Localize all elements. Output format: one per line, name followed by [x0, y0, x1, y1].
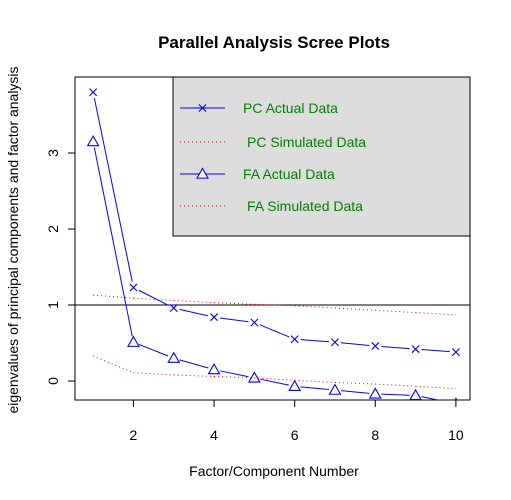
series-pc-actual-data-segment	[259, 324, 290, 338]
series-fa-actual-data-point	[167, 351, 181, 363]
series-pc-actual-data-point	[411, 345, 420, 354]
series-pc-simulated-data-segment	[173, 299, 215, 304]
series-pc-actual-data-segment	[138, 289, 169, 306]
series-pc-actual-data-point-stroke	[451, 348, 460, 357]
legend-pc-simulated-data-label: PC Simulated Data	[247, 134, 366, 150]
series-fa-actual-data-segment	[340, 390, 370, 394]
series-fa-actual-data-point	[409, 388, 422, 400]
series-pc-actual-data-point	[89, 88, 98, 97]
series-fa-actual-data-segment	[260, 378, 289, 386]
series-pc-actual-data-segment	[219, 317, 249, 323]
series-fa-simulated-data-segment	[294, 379, 336, 384]
series-fa-actual-data-point	[454, 397, 458, 400]
series-fa-simulated-data-segment	[415, 385, 456, 390]
series-fa-actual-data-segment	[381, 393, 410, 396]
x-tick-label: 2	[130, 427, 138, 443]
series-pc-actual-data-point	[129, 283, 138, 292]
series-pc-actual-data-point	[290, 335, 299, 344]
series-pc-actual-data-point-stroke	[129, 283, 138, 292]
series-fa-actual-data-point	[207, 362, 221, 375]
series-fa-actual-data	[86, 134, 458, 400]
series-fa-actual-data-point	[288, 379, 302, 391]
series-pc-actual-data-point-stroke	[89, 88, 98, 97]
y-tick-label: 0	[45, 377, 61, 385]
series-pc-simulated-data-segment	[294, 305, 336, 309]
series-pc-actual-data-point-stroke	[169, 304, 178, 313]
series-fa-simulated-data-segment	[375, 383, 416, 387]
series-pc-actual-data-point-stroke	[250, 318, 259, 327]
series-pc-actual-data-segment	[381, 345, 410, 350]
series-pc-simulated-data-segment	[334, 307, 376, 311]
series-fa-actual-data-segment	[219, 370, 249, 378]
series-fa-actual-data-point	[247, 371, 261, 383]
legend-pc-actual-data-marker-stroke	[198, 104, 207, 112]
x-axis-label: Factor/Component Number	[189, 463, 359, 479]
y-tick-label: 3	[45, 149, 61, 157]
series-pc-actual-data-segment	[93, 97, 133, 282]
series-fa-simulated-data-segment	[334, 382, 376, 385]
series-fa-actual-data-point	[368, 387, 382, 399]
x-tick-label: 8	[371, 427, 379, 443]
series-fa-simulated-data	[92, 355, 456, 390]
legend-fa-actual-data-marker	[196, 167, 209, 179]
x-tick-label: 4	[210, 427, 218, 443]
x-tick-label: 10	[448, 427, 464, 443]
series-fa-actual-data-segment	[93, 147, 133, 337]
series-fa-actual-data-segment	[179, 359, 209, 369]
series-fa-simulated-data-segment	[173, 374, 215, 377]
legend-pc-actual-data-label: PC Actual Data	[243, 100, 338, 116]
series-pc-actual-data-segment	[300, 339, 330, 343]
series-pc-simulated-data-segment	[133, 297, 174, 301]
x-tick-label: 6	[291, 427, 299, 443]
series-pc-actual-data-point-stroke	[330, 338, 339, 347]
data-layer	[75, 88, 470, 400]
series-pc-actual-data	[89, 88, 460, 357]
series-pc-actual-data-point-stroke	[371, 342, 380, 351]
series-pc-actual-data-point	[330, 338, 339, 347]
series-pc-actual-data-point	[210, 313, 219, 322]
legend-pc-actual-data-marker	[198, 104, 207, 112]
series-pc-actual-data-point	[169, 304, 178, 313]
series-fa-actual-data-point	[328, 383, 342, 395]
series-fa-simulated-data-segment	[254, 377, 295, 381]
series-fa-actual-data-point	[86, 134, 100, 147]
y-tick-label: 1	[45, 301, 61, 309]
legend: PC Actual Data PC Simulated Data FA Actual…	[172, 76, 471, 237]
series-fa-actual-data-segment	[300, 386, 330, 391]
series-fa-simulated-data-segment	[214, 375, 255, 379]
series-pc-actual-data-segment	[179, 308, 209, 317]
series-fa-simulated-data-segment	[92, 355, 134, 374]
series-pc-simulated-data-segment	[93, 294, 134, 299]
series-pc-actual-data-segment	[340, 342, 370, 346]
y-tick-label: 2	[45, 225, 61, 233]
series-fa-simulated-data-segment	[133, 372, 174, 376]
series-pc-simulated-data-segment	[415, 312, 456, 316]
series-pc-actual-data-segment	[421, 349, 450, 353]
series-pc-simulated-data	[93, 294, 456, 316]
series-pc-actual-data-point	[371, 342, 380, 351]
series-pc-simulated-data-segment	[254, 303, 295, 307]
series-pc-actual-data-point-stroke	[210, 313, 219, 322]
series-pc-simulated-data-segment	[214, 302, 255, 305]
y-axis-label: eigenvalues of principal components and …	[5, 66, 21, 413]
series-fa-actual-data-point	[126, 335, 140, 347]
series-pc-actual-data-point-stroke	[411, 345, 420, 354]
chart-title: Parallel Analysis Scree Plots	[158, 33, 390, 52]
series-fa-actual-data-segment	[138, 343, 169, 357]
legend-box	[172, 76, 471, 237]
series-pc-actual-data-point	[451, 348, 460, 357]
series-pc-actual-data-point	[250, 318, 259, 327]
legend-fa-simulated-data-label: FA Simulated Data	[247, 198, 363, 214]
plot-area: 2 4 6 8 10 0 1 2 3 PC Actual Data PC Simulated Dat…	[45, 76, 471, 443]
series-fa-actual-data-segment	[421, 396, 441, 400]
legend-fa-actual-data-label: FA Actual Data	[243, 166, 335, 182]
series-pc-simulated-data-segment	[375, 309, 416, 314]
series-pc-actual-data-point-stroke	[290, 335, 299, 344]
